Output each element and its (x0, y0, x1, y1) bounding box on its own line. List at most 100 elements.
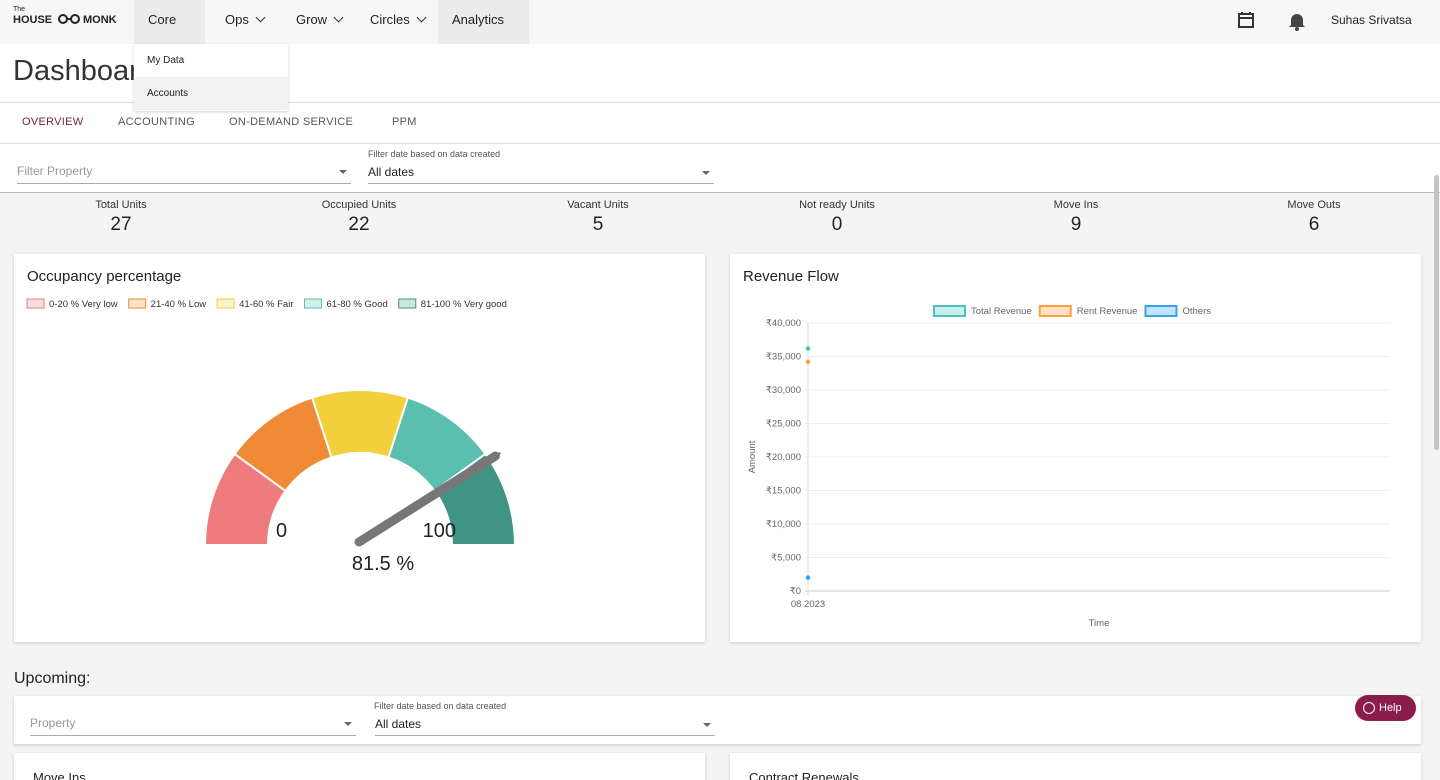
legend-label: 0-20 % Very low (49, 299, 118, 310)
dropdown-menu: My Data Accounts (134, 44, 288, 111)
card-title: Move Ins (33, 770, 86, 780)
nav-label: Grow (296, 12, 328, 27)
stat-value: 22 (348, 214, 370, 235)
nav-item[interactable]: Grow (282, 0, 356, 44)
placeholder: Filter Property (17, 164, 93, 178)
data-point (805, 575, 811, 580)
logo-glasses (58, 14, 80, 24)
logo-small: The (13, 6, 26, 13)
help-label: Help (1379, 702, 1402, 714)
nav-item[interactable]: Ops (211, 0, 278, 44)
y-tick-label: ₹0 (790, 586, 801, 597)
stat-value: 9 (1070, 214, 1082, 235)
nav-label: Ops (225, 12, 249, 27)
legend-swatch (398, 298, 417, 309)
x-tick-label: 08 2023 (791, 599, 825, 610)
property-filter[interactable]: Property (30, 716, 356, 736)
stat: Vacant Units 5 (498, 199, 698, 236)
date-filter-label: Filter date based on data created (368, 149, 501, 159)
y-tick-label: ₹10,000 (766, 519, 801, 530)
data-point (805, 346, 811, 351)
upcoming-card: Move Ins (14, 753, 705, 780)
chart-title: Occupancy percentage (27, 268, 181, 285)
placeholder: Property (30, 716, 76, 730)
legend-swatch (216, 298, 235, 309)
calendar-icon[interactable] (1237, 11, 1255, 29)
nav-item[interactable]: Core (134, 0, 205, 63)
y-axis-title: Amount (747, 440, 758, 473)
stat-value: 5 (592, 214, 604, 235)
legend-label: 81-100 % Very good (421, 299, 507, 310)
revenue-chart: Revenue Flow Total Revenue Rent Revenue Oth… (743, 268, 1390, 629)
stat-label: Vacant Units (567, 199, 629, 211)
date-value: All dates (375, 717, 422, 731)
y-tick-label: ₹40,000 (766, 318, 801, 329)
legend-swatch (1144, 305, 1178, 317)
legend-label: Others (1182, 306, 1211, 317)
stat: Occupied Units 22 (259, 199, 459, 236)
scrollbar[interactable] (1434, 175, 1439, 450)
nav-item[interactable]: Analytics (438, 0, 529, 63)
section-title: Upcoming: (14, 670, 91, 687)
menu-item[interactable]: Accounts (134, 77, 288, 110)
tab[interactable]: PPM (392, 116, 417, 128)
card-title: Contract Renewals (749, 770, 859, 780)
stat-value: 6 (1308, 214, 1320, 235)
stat-label: Total Units (95, 199, 147, 211)
legend-swatch (933, 305, 966, 317)
tab[interactable]: ACCOUNTING (118, 116, 195, 128)
legend-swatch (304, 298, 322, 309)
gauge-chart: Occupancy percentage 0-20 % Very low 21-40… (26, 268, 517, 575)
menu-item[interactable]: My Data (147, 55, 185, 66)
legend-label: Total Revenue (971, 306, 1032, 317)
legend-swatch (1038, 305, 1072, 317)
user-name: Suhas Srivatsa (1331, 13, 1412, 27)
tab[interactable]: ON-DEMAND SERVICE (229, 116, 354, 128)
stat: Move Ins 9 (976, 199, 1176, 236)
logo[interactable]: The HOUSE MONK (13, 6, 119, 38)
divider (0, 102, 1440, 103)
stat: Move Outs 6 (1214, 199, 1414, 236)
date-filter[interactable]: All dates (368, 165, 714, 184)
gauge-tick-label: 100 (423, 520, 456, 542)
logo-right: MONK (83, 14, 117, 26)
gauge-tick-label: 0 (276, 520, 287, 542)
y-tick-label: ₹30,000 (766, 385, 801, 396)
stat: Total Units 27 (21, 199, 221, 236)
stat-value: 27 (110, 214, 132, 235)
upcoming-filters (14, 696, 1421, 744)
stat-label: Move Outs (1287, 199, 1341, 211)
gauge-value: 81.5 % (352, 553, 414, 575)
y-tick-label: ₹35,000 (766, 352, 801, 363)
page-title: Dashboard (13, 55, 155, 87)
legend-label: 21-40 % Low (151, 299, 207, 310)
user-menu[interactable]: Suhas Srivatsa (1317, 0, 1440, 63)
date-filter-label: Filter date based on data created (374, 701, 507, 711)
y-tick-label: ₹20,000 (766, 452, 801, 463)
stat-value: 0 (831, 214, 843, 235)
date-filter[interactable]: All dates (375, 717, 715, 736)
legend-label: Rent Revenue (1077, 306, 1138, 317)
date-value: All dates (368, 165, 415, 179)
stat: Not ready Units 0 (737, 199, 937, 236)
nav-item[interactable]: Circles (356, 0, 439, 44)
data-point (805, 359, 811, 365)
help-button[interactable]: Help (1355, 695, 1416, 721)
legend-swatch (26, 298, 45, 309)
bell-icon[interactable] (1288, 11, 1306, 31)
revenue-card: Revenue Flow Total Revenue Rent Revenue Oth… (730, 254, 1421, 642)
gauge-card: Occupancy percentage 0-20 % Very low 21-40… (14, 254, 705, 642)
property-filter[interactable]: Filter Property (17, 164, 351, 184)
nav-label: Circles (370, 12, 410, 27)
upcoming-card: Contract Renewals (730, 753, 1421, 780)
tab[interactable]: OVERVIEW (22, 116, 84, 128)
legend-swatch (128, 298, 147, 309)
chart-title: Revenue Flow (743, 268, 839, 285)
stat-label: Occupied Units (321, 199, 397, 211)
nav-label: Core (148, 12, 177, 27)
nav-label: Analytics (452, 12, 505, 27)
y-tick-label: ₹25,000 (766, 419, 801, 430)
gauge-needle-tip (484, 451, 501, 464)
gauge-needle (354, 451, 500, 547)
